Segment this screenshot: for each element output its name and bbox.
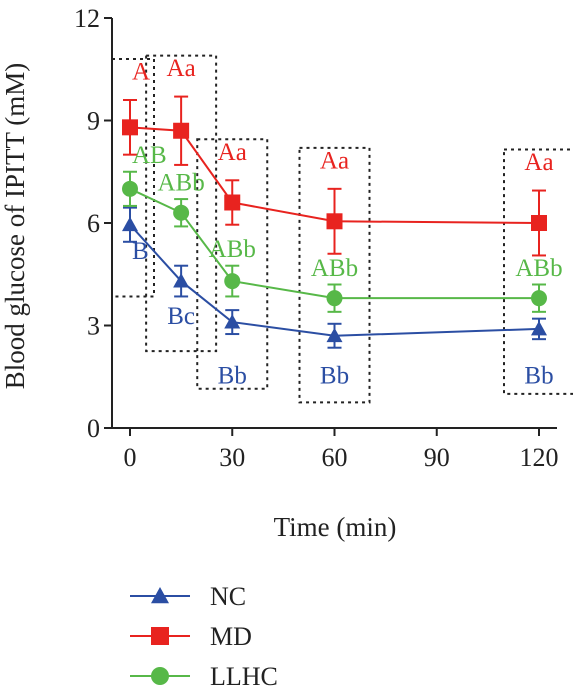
group-box [145,54,218,353]
legend-item-md: MD [130,622,252,651]
series-layer [122,95,547,349]
x-tick-label: 60 [322,443,348,472]
label-nc: Bb [524,363,553,390]
label-md: Aa [524,149,553,176]
group-box [503,148,573,395]
label-nc: Bc [167,303,195,330]
label-llhc: AB [132,142,167,169]
label-md: Aa [320,147,349,174]
group-box [196,138,269,390]
series-nc [122,206,547,349]
legend-label: LLHC [210,662,278,691]
data-point [151,587,169,604]
legend: NC MD LLHC [130,582,278,691]
x-axis-label: Time (min) [274,512,397,542]
label-md: A [132,59,150,86]
x-tick-label: 90 [424,443,450,472]
data-point [326,327,343,343]
data-point [122,216,138,232]
series-llhc [122,170,547,313]
label-nc: Bb [218,363,247,390]
data-point [531,215,547,231]
label-nc: B [132,238,149,265]
y-tick-label: 12 [74,4,100,33]
data-point [173,204,190,221]
data-point [122,119,138,136]
data-point [173,273,190,288]
label-llhc: ABb [209,236,256,263]
data-point [151,667,169,685]
x-tick-label: 0 [124,443,137,472]
label-md: Aa [218,139,247,166]
y-tick-label: 9 [87,107,100,136]
group-box [111,58,155,298]
data-point [122,180,138,197]
x-tick-label: 120 [520,443,559,472]
label-llhc: ABb [311,255,358,282]
data-point [531,320,547,336]
group-boxes [111,54,573,404]
y-axis-label: Blood glucose of IPITT (mM) [0,63,30,389]
legend-item-llhc: LLHC [130,662,278,691]
legend-label: MD [210,622,252,651]
group-box [298,146,371,404]
legend-label: NC [210,582,246,611]
x-tick-label: 30 [219,443,245,472]
label-llhc: ABb [515,255,562,282]
data-point [326,290,343,307]
data-point [224,273,241,290]
y-tick-label: 0 [87,414,100,443]
data-point [326,213,343,230]
y-tick-label: 6 [87,209,100,238]
series-md [122,95,547,257]
label-llhc: ABb [158,170,205,197]
label-md: Aa [167,55,196,82]
y-tick-label: 3 [87,312,100,341]
data-point [531,290,547,307]
label-nc: Bb [320,363,349,390]
data-point [151,627,169,645]
data-point [224,314,241,329]
legend-item-nc: NC [130,582,246,611]
data-point [173,122,190,139]
data-point [224,194,241,211]
